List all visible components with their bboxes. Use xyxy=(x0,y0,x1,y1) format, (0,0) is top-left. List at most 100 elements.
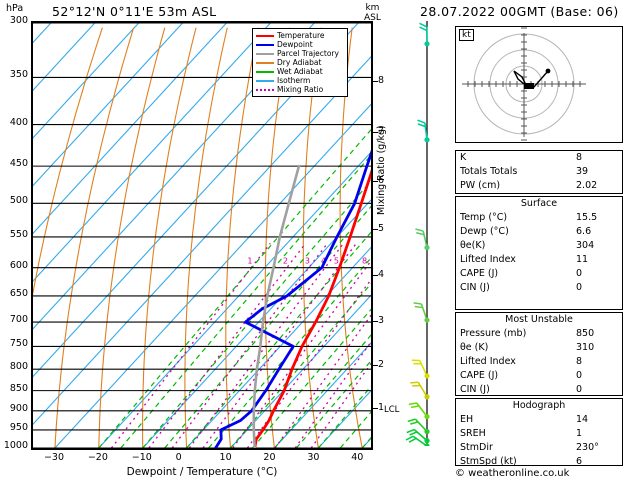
mixing-ratio-axis-title: Mixing Ratio (g/kg) xyxy=(376,125,387,215)
stat-value: 0 xyxy=(576,384,583,395)
altitude-tick-mark xyxy=(373,275,378,277)
most-unstable-table: Pressure (mb) 850 θe (K) 310 Lifted Index 8 CA… xyxy=(456,327,622,397)
stat-label: Totals Totals xyxy=(460,166,518,177)
wind-barb xyxy=(410,381,430,400)
legend-item: Wet Adiabat xyxy=(256,67,344,76)
legend-label: Temperature xyxy=(277,31,325,40)
altitude-tick-label: 2 xyxy=(378,358,385,370)
temperature-tick-label: 20 xyxy=(263,452,276,463)
stat-value: 8 xyxy=(576,356,583,367)
wind-barb xyxy=(406,428,430,444)
altitude-tick-label: 5 xyxy=(378,222,385,234)
altitude-unit-line1: km xyxy=(365,3,380,13)
legend-label: Mixing Ratio xyxy=(277,85,324,94)
wind-barb xyxy=(413,302,430,323)
stat-label: SREH xyxy=(460,428,486,439)
legend-label: Wet Adiabat xyxy=(277,67,323,76)
pressure-tick-label: 500 xyxy=(9,195,28,207)
temperature-tick-label: 0 xyxy=(175,452,182,463)
table-row: CAPE (J) 0 xyxy=(456,267,622,281)
pressure-tick-label: 1000 xyxy=(3,440,28,451)
temperature-tick-label: −20 xyxy=(87,452,108,463)
legend-swatch-icon xyxy=(256,53,274,55)
hodograph-unit-label: kt xyxy=(459,29,474,41)
stat-value: 230° xyxy=(576,442,599,453)
wind-barb xyxy=(408,402,430,420)
stat-value: 1 xyxy=(576,428,583,439)
altitude-tick-mark xyxy=(373,364,378,366)
stat-label: CAPE (J) xyxy=(460,268,499,279)
stat-label: Dewp (°C) xyxy=(460,226,509,237)
altitude-tick-label: 4 xyxy=(378,269,385,281)
legend-label: Dry Adiabat xyxy=(277,58,322,67)
temperature-tick-label: 30 xyxy=(307,452,320,463)
stat-label: CIN (J) xyxy=(460,282,490,293)
stat-label: PW (cm) xyxy=(460,180,501,191)
most-unstable-panel: Most Unstable Pressure (mb) 850 θe (K) 310 L… xyxy=(455,312,623,396)
table-row: StmSpd (kt) 6 xyxy=(456,455,622,469)
table-row: Totals Totals 39 xyxy=(456,165,622,179)
legend-swatch-icon xyxy=(256,71,274,73)
stat-value: 310 xyxy=(576,342,595,353)
most-unstable-title: Most Unstable xyxy=(505,314,573,325)
copyright-notice: © weatheronline.co.uk xyxy=(455,468,570,479)
altitude-tick-mark xyxy=(373,228,378,230)
stat-label: EH xyxy=(460,414,474,425)
wind-barb-canvas xyxy=(405,21,430,449)
stat-value: 6 xyxy=(576,456,583,467)
table-row: PW (cm) 2.02 xyxy=(456,179,622,193)
hodograph-stats-table: EH 14 SREH 1 StmDir 230° StmSpd (kt) 6 xyxy=(456,413,622,469)
pressure-tick-label: 600 xyxy=(9,259,28,271)
legend-label: Isotherm xyxy=(277,76,311,85)
stat-label: StmDir xyxy=(460,442,493,453)
stat-value: 2.02 xyxy=(576,180,598,191)
temperature-tick-label: −30 xyxy=(43,452,64,463)
stat-label: θe(K) xyxy=(460,240,486,251)
altitude-unit-label: km ASL xyxy=(364,3,381,23)
pressure-unit-label: hPa xyxy=(6,3,24,14)
legend-swatch-icon xyxy=(256,44,274,46)
stat-label: Temp (°C) xyxy=(460,212,508,223)
table-row: CIN (J) 0 xyxy=(456,383,622,397)
table-row: StmDir 230° xyxy=(456,441,622,455)
table-row: CAPE (J) 0 xyxy=(456,369,622,383)
legend-item: Dewpoint xyxy=(256,40,344,49)
legend-swatch-icon xyxy=(256,35,274,37)
table-row: θe(K) 304 xyxy=(456,239,622,253)
lcl-label: LCL xyxy=(384,404,400,415)
table-row: Lifted Index 11 xyxy=(456,253,622,267)
hodograph-stats-panel: Hodograph EH 14 SREH 1 StmDir 230° StmSpd (kt)… xyxy=(455,398,623,469)
stat-label: CIN (J) xyxy=(460,384,490,395)
legend-swatch-icon xyxy=(256,80,274,82)
stat-value: 11 xyxy=(576,254,589,265)
altitude-tick-mark xyxy=(373,131,378,133)
altitude-tick-mark xyxy=(373,180,378,182)
pressure-tick-label: 300 xyxy=(9,15,28,26)
legend-item: Isotherm xyxy=(256,76,344,85)
hodograph-panel: kt xyxy=(455,26,623,143)
pressure-tick-label: 950 xyxy=(9,421,28,433)
skewt-canvas: 12345810152025 xyxy=(33,23,371,448)
table-row: Pressure (mb) 850 xyxy=(456,327,622,341)
stat-label: CAPE (J) xyxy=(460,370,499,381)
svg-text:2: 2 xyxy=(283,257,288,266)
surface-table: Temp (°C) 15.5 Dewp (°C) 6.6 θe(K) 304 Lifted … xyxy=(456,211,622,295)
pressure-tick-label: 750 xyxy=(9,338,28,350)
x-axis-title: Dewpoint / Temperature (°C) xyxy=(126,466,278,478)
pressure-tick-label: 450 xyxy=(9,158,28,170)
stat-label: θe (K) xyxy=(460,342,489,353)
legend-item: Parcel Trajectory xyxy=(256,49,344,58)
stat-value: 39 xyxy=(576,166,589,177)
wind-barb-column xyxy=(405,21,449,449)
wind-barb xyxy=(407,418,430,435)
sounding-datetime: 28.07.2022 00GMT (Base: 06) xyxy=(420,4,619,19)
stat-value: 304 xyxy=(576,240,595,251)
hodograph-stats-title: Hodograph xyxy=(512,400,566,411)
stat-label: Pressure (mb) xyxy=(460,328,527,339)
altitude-tick-label: 6 xyxy=(378,174,385,186)
table-row: SREH 1 xyxy=(456,427,622,441)
altitude-tick-label: 7 xyxy=(378,125,385,137)
stat-label: K xyxy=(460,152,467,163)
legend-item: Temperature xyxy=(256,31,344,40)
pressure-tick-label: 650 xyxy=(9,287,28,299)
